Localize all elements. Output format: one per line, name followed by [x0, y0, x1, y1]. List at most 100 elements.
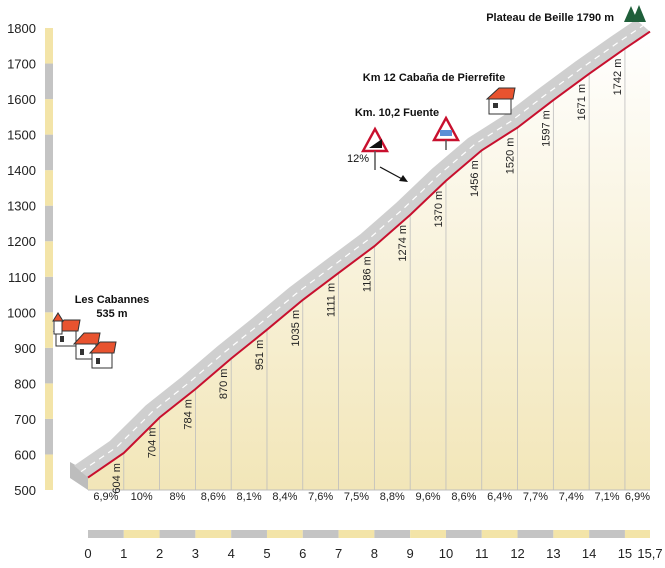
x-axis-band-segment [589, 530, 625, 538]
steep-arrow [379, 166, 405, 181]
altitude-label: 951 m [254, 340, 266, 371]
steep-arrowhead-icon [399, 175, 408, 182]
y-tick-label: 1600 [7, 92, 36, 107]
church-spire-icon [52, 312, 64, 322]
y-axis: 500 600 700 800 900 1000 1100 1200 1300 1400 1500 1… [7, 21, 53, 498]
x-axis-band-segment [374, 530, 411, 538]
y-tick-label: 900 [14, 341, 36, 356]
start-label: Les Cabannes [75, 294, 150, 306]
x-tick-label: 6 [299, 546, 306, 561]
cabana-label: Km 12 Cabaña de Pierrefite [363, 72, 505, 84]
y-axis-band-segment [45, 99, 53, 135]
cabana-roof-icon [485, 87, 516, 100]
x-axis-band-segment [624, 530, 650, 538]
x-axis: 0 1 2 3 4 5 6 7 8 9 10 11 12 13 14 15 15,7 [84, 530, 663, 561]
y-tick-label: 1400 [7, 163, 36, 178]
y-axis-band-segment [45, 28, 53, 64]
profile-fill [88, 31, 650, 490]
cabana-house-icon [488, 97, 512, 115]
y-axis-band-segment [45, 170, 53, 206]
x-tick-label: 8 [371, 546, 378, 561]
annotations: Plateau de Beille 1790 m Km 12 Cabaña de … [52, 5, 646, 369]
summit-tree-icon [632, 5, 646, 22]
y-axis-band-segment [45, 312, 53, 348]
y-axis-band-segment [45, 454, 53, 490]
x-axis-band-segment [195, 530, 232, 538]
steep-label: 12% [347, 153, 369, 165]
profile-line [87, 30, 651, 479]
x-tick-label: 2 [156, 546, 163, 561]
y-axis-band-segment [45, 205, 53, 242]
summit-label: Plateau de Beille 1790 m [486, 12, 614, 24]
x-tick-label: 7 [335, 546, 342, 561]
y-tick-label: 800 [14, 376, 36, 391]
start-altitude-label: 535 m [96, 308, 127, 320]
x-tick-label: 15,7 [637, 546, 662, 561]
x-tick-label: 12 [510, 546, 524, 561]
x-tick-label: 11 [475, 546, 489, 561]
y-tick-label: 1800 [7, 21, 36, 36]
y-axis-band-segment [45, 347, 53, 384]
gradient-label: 9,6% [416, 491, 441, 503]
profile-side-face [70, 462, 88, 490]
x-axis-band-segment [481, 530, 518, 538]
x-tick-label: 1 [120, 546, 127, 561]
gradient-label: 7,7% [523, 491, 548, 503]
x-tick-label: 3 [192, 546, 199, 561]
x-axis-band-segment [302, 530, 339, 538]
y-tick-label: 1300 [7, 199, 36, 214]
altitude-label: 870 m [218, 369, 230, 400]
x-axis-band-segment [410, 530, 446, 538]
road-centerline [80, 25, 644, 473]
x-tick-label: 5 [263, 546, 270, 561]
x-tick-label: 9 [407, 546, 414, 561]
church-tower-icon [53, 319, 63, 335]
village-window-icon [96, 358, 100, 364]
y-axis-band-segment [45, 63, 53, 100]
y-tick-label: 1500 [7, 128, 36, 143]
x-axis-band-segment [88, 530, 124, 538]
steep-slope-icon [369, 139, 382, 148]
altitude-labels: 604 m 704 m 784 m 870 m 951 m 1035 m 1111 m 118… [111, 59, 624, 494]
fountain-water-icon [440, 130, 452, 136]
x-axis-band-segment [517, 530, 554, 538]
fountain-sign-icon [431, 115, 461, 142]
y-axis-band-segment [45, 418, 53, 455]
x-tick-label: 14 [582, 546, 596, 561]
x-axis-band-segment [231, 530, 267, 538]
gradient-label: 8,1% [237, 491, 262, 503]
cabana-window-icon [493, 103, 498, 108]
y-tick-label: 1700 [7, 57, 36, 72]
gradient-label: 6,9% [625, 491, 650, 503]
gradient-label: 10% [131, 491, 153, 503]
y-tick-label: 1100 [8, 270, 36, 285]
altitude-label: 1186 m [361, 256, 373, 292]
gradient-label: 8,4% [272, 491, 297, 503]
altitude-label: 604 m [111, 463, 123, 494]
village-window-icon [60, 336, 64, 342]
gradient-label: 8,6% [201, 491, 226, 503]
altitude-label: 1111 m [326, 283, 338, 317]
x-axis-band-segment [338, 530, 375, 538]
altitude-label: 1035 m [290, 310, 302, 347]
gradient-label: 8,8% [380, 491, 405, 503]
gradient-label: 7,1% [595, 491, 620, 503]
x-tick-label: 4 [228, 546, 235, 561]
x-axis-band-segment [266, 530, 303, 538]
altitude-label: 704 m [147, 428, 159, 459]
x-axis-band-segment [159, 530, 196, 538]
y-axis-band-segment [45, 276, 53, 313]
gradient-label: 8,6% [451, 491, 476, 503]
altitude-label: 1274 m [397, 225, 409, 262]
village-roof-icon [88, 341, 117, 354]
y-tick-label: 1200 [7, 234, 36, 249]
x-axis-band-segment [553, 530, 590, 538]
profile-line-path [87, 30, 651, 479]
gradient-label: 7,6% [308, 491, 333, 503]
gradient-label: 6,4% [487, 491, 512, 503]
y-tick-label: 700 [14, 412, 36, 427]
x-axis-band-segment [123, 530, 160, 538]
x-axis-band-segment [445, 530, 482, 538]
gradient-label: 7,5% [344, 491, 369, 503]
